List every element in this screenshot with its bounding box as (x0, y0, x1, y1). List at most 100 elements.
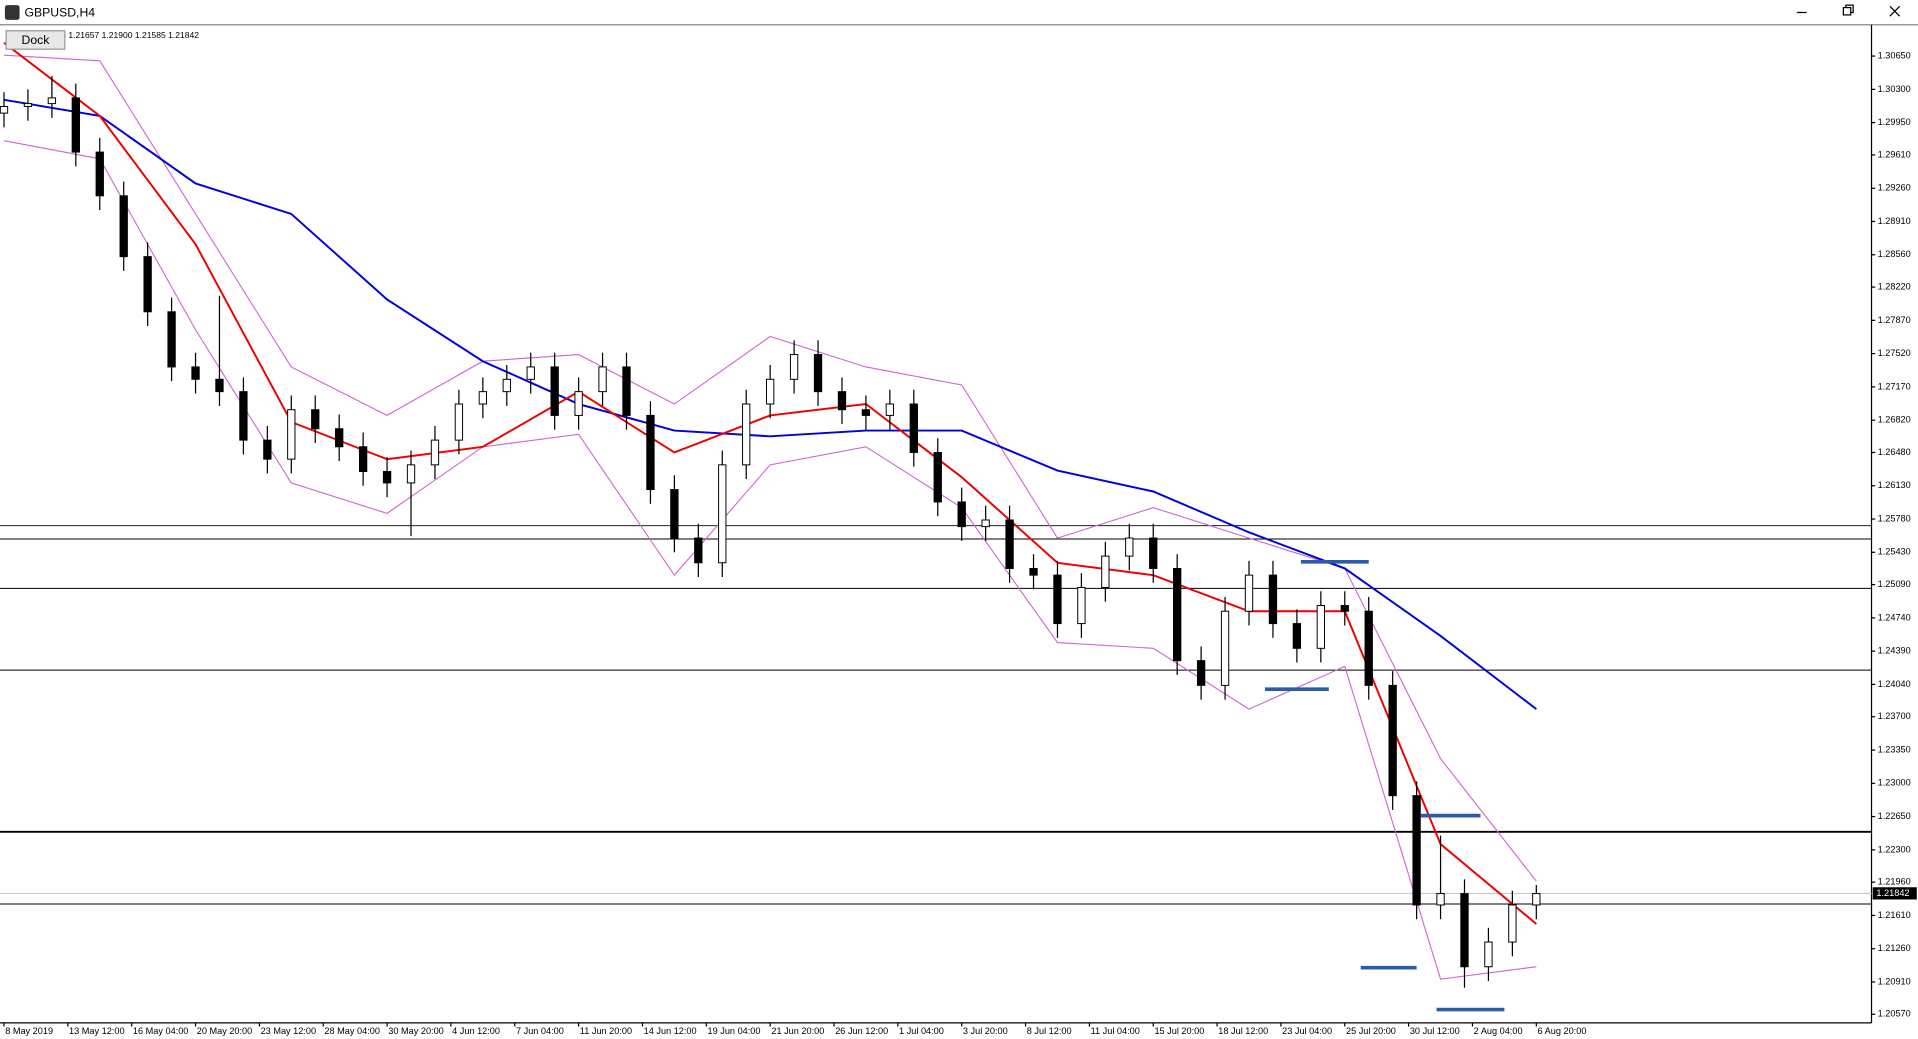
x-tick-label: 18 Jul 12:00 (1218, 1026, 1268, 1036)
y-tick-label: 1.27520 (1878, 348, 1911, 358)
candle-body (909, 403, 918, 453)
candle-body (71, 97, 80, 153)
x-tick-label: 6 Aug 20:00 (1538, 1026, 1587, 1036)
candle-body (119, 195, 128, 258)
window-title: GBPUSD,H4 (24, 5, 95, 19)
y-tick-label: 1.30650 (1878, 51, 1911, 61)
candle-body (837, 391, 847, 411)
y-tick-label: 1.23700 (1878, 711, 1911, 721)
x-tick-label: 14 Jun 12:00 (644, 1026, 697, 1036)
candle-body (718, 464, 727, 564)
candle-body (742, 403, 751, 466)
candle-body (1005, 519, 1014, 569)
y-tick-label: 1.27870 (1878, 315, 1911, 325)
candle-body (646, 414, 655, 491)
candle-body (23, 103, 33, 107)
candle-body (1484, 941, 1493, 968)
x-tick-label: 19 Jun 04:00 (708, 1026, 761, 1036)
y-tick-label: 1.29260 (1878, 183, 1911, 193)
candle-body (574, 391, 583, 416)
y-tick-label: 1.25780 (1878, 513, 1911, 523)
candle-body (1460, 893, 1469, 968)
candle-body (933, 451, 942, 503)
y-tick-label: 1.23350 (1878, 744, 1911, 754)
candle-body (1316, 605, 1325, 649)
y-tick-label: 1.25090 (1878, 579, 1911, 589)
y-tick-label: 1.27170 (1878, 381, 1911, 391)
close-button[interactable] (1889, 5, 1901, 17)
candle-body (1029, 567, 1038, 576)
candle-body (1508, 904, 1517, 943)
candle-body (1412, 795, 1421, 906)
x-tick-label: 30 May 20:00 (388, 1026, 443, 1036)
y-tick-label: 1.20570 (1878, 1009, 1911, 1019)
candle-body (0, 105, 9, 114)
candle-body (382, 471, 392, 484)
plot-area: 1.30650 1.30300 1.29950 1.29610 1.29260 1.289… (0, 24, 1917, 1036)
x-tick-label: 23 May 12:00 (261, 1026, 316, 1036)
y-tick-label: 1.20910 (1878, 976, 1911, 986)
y-tick-label: 1.26130 (1878, 480, 1911, 490)
dock-button[interactable] (5, 30, 66, 50)
x-tick-label: 1 Jul 04:00 (899, 1026, 944, 1036)
candle-body (502, 378, 511, 393)
candle-body (1292, 623, 1302, 649)
x-tick-label: 15 Jul 20:00 (1154, 1026, 1204, 1036)
y-tick-label: 1.29610 (1878, 149, 1911, 159)
indicator-line (3, 140, 1537, 980)
candle-body (1101, 555, 1110, 588)
candle-body (454, 403, 464, 441)
y-tick-label: 1.30300 (1878, 84, 1911, 94)
last-price-box (1872, 887, 1917, 900)
y-tick-label: 1.28560 (1878, 249, 1911, 259)
y-tick-label: 1.26820 (1878, 415, 1911, 425)
x-tick-label: 11 Jun 20:00 (580, 1026, 632, 1036)
candle-body (215, 378, 224, 393)
candle-body (1196, 660, 1206, 686)
candle-body (1340, 605, 1349, 612)
x-tick-label: 11 Jul 04:00 (1091, 1026, 1140, 1036)
candle-body (981, 519, 990, 528)
candle-body (430, 439, 440, 466)
app-icon (4, 5, 20, 20)
y-tick-label: 1.24390 (1878, 646, 1911, 656)
candle-body (526, 366, 535, 380)
candle-body (239, 391, 248, 441)
y-tick-label: 1.23000 (1878, 778, 1911, 788)
candle-body (1436, 893, 1445, 906)
indicator-line (4, 54, 1537, 882)
y-tick-label: 1.28220 (1878, 282, 1911, 292)
y-tick-label: 1.26480 (1878, 447, 1911, 457)
candle-body (1532, 893, 1541, 906)
x-tick-label: 3 Jul 20:00 (963, 1026, 1008, 1036)
dock-button-label[interactable]: Dock (22, 33, 51, 47)
x-tick-label: 2 Aug 04:00 (1474, 1026, 1523, 1036)
candle-body (311, 409, 320, 430)
title-bar (0, 0, 1918, 25)
candle-body (287, 409, 296, 460)
candle-body (1244, 574, 1254, 612)
x-tick-label: 25 Jul 20:00 (1346, 1026, 1396, 1036)
last-price-label: 1.21842 (1876, 888, 1909, 898)
x-tick-label: 26 Jun 12:00 (835, 1026, 888, 1036)
candle-body (1364, 610, 1373, 686)
y-tick-label: 1.21960 (1878, 877, 1911, 887)
candle-body (478, 391, 488, 405)
candle-body (598, 366, 607, 393)
y-tick-label: 1.21260 (1878, 943, 1911, 953)
candle-body (95, 151, 104, 197)
candle-body (167, 311, 176, 368)
y-tick-label: 1.29950 (1878, 117, 1911, 127)
candle-body (358, 446, 368, 472)
x-tick-label: 30 Jul 12:00 (1410, 1026, 1460, 1036)
candle-body (47, 97, 57, 105)
candle-body (622, 366, 631, 416)
candle-body (1125, 537, 1134, 557)
candle-body (813, 354, 823, 393)
candle-body (1268, 574, 1278, 625)
y-tick-label: 1.25430 (1878, 547, 1911, 557)
x-tick-label: 23 Jul 04:00 (1282, 1026, 1332, 1036)
restore-button[interactable] (1842, 4, 1854, 16)
x-tick-label: 13 May 12:00 (69, 1026, 124, 1036)
y-tick-label: 1.22650 (1878, 811, 1911, 821)
